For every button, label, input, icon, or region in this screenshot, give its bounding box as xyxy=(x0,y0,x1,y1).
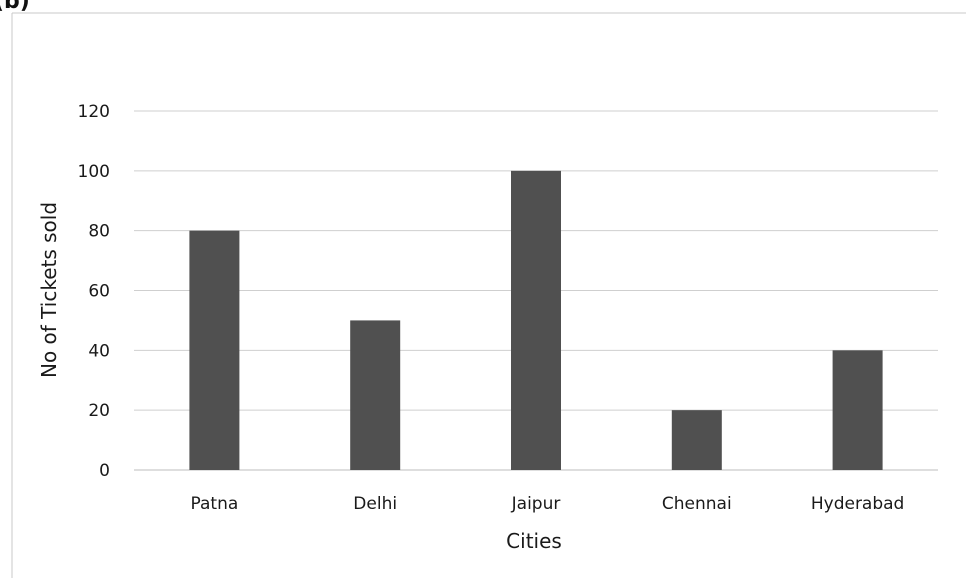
x-tick-label-chennai: Chennai xyxy=(662,494,732,514)
y-tick-label: 120 xyxy=(78,102,110,122)
bar-jaipur xyxy=(511,170,561,471)
bar-patna xyxy=(189,230,240,470)
bar-chennai xyxy=(671,410,722,470)
y-axis-ticks: 0 20 40 60 80 100 120 xyxy=(78,102,110,481)
y-tick-label: 100 xyxy=(78,162,110,182)
bar-delhi xyxy=(350,320,401,470)
x-axis-ticks: Patna Delhi Jaipur Chennai Hyderabad xyxy=(191,494,905,514)
x-tick-label-jaipur: Jaipur xyxy=(511,494,561,514)
y-axis-title: No of Tickets sold xyxy=(37,202,61,378)
x-axis-title: Cities xyxy=(506,529,562,553)
x-tick-label-delhi: Delhi xyxy=(353,494,397,514)
y-tick-label: 0 xyxy=(99,461,110,481)
y-tick-label: 40 xyxy=(88,341,110,361)
y-tick-label: 80 xyxy=(88,222,110,242)
x-tick-label-hyderabad: Hyderabad xyxy=(811,494,905,514)
y-tick-label: 20 xyxy=(88,401,110,421)
bar-hyderabad xyxy=(832,350,883,470)
header-fragment: (b) xyxy=(0,0,30,14)
bars xyxy=(189,170,883,471)
x-tick-label-patna: Patna xyxy=(191,494,239,514)
y-tick-label: 60 xyxy=(88,282,110,302)
